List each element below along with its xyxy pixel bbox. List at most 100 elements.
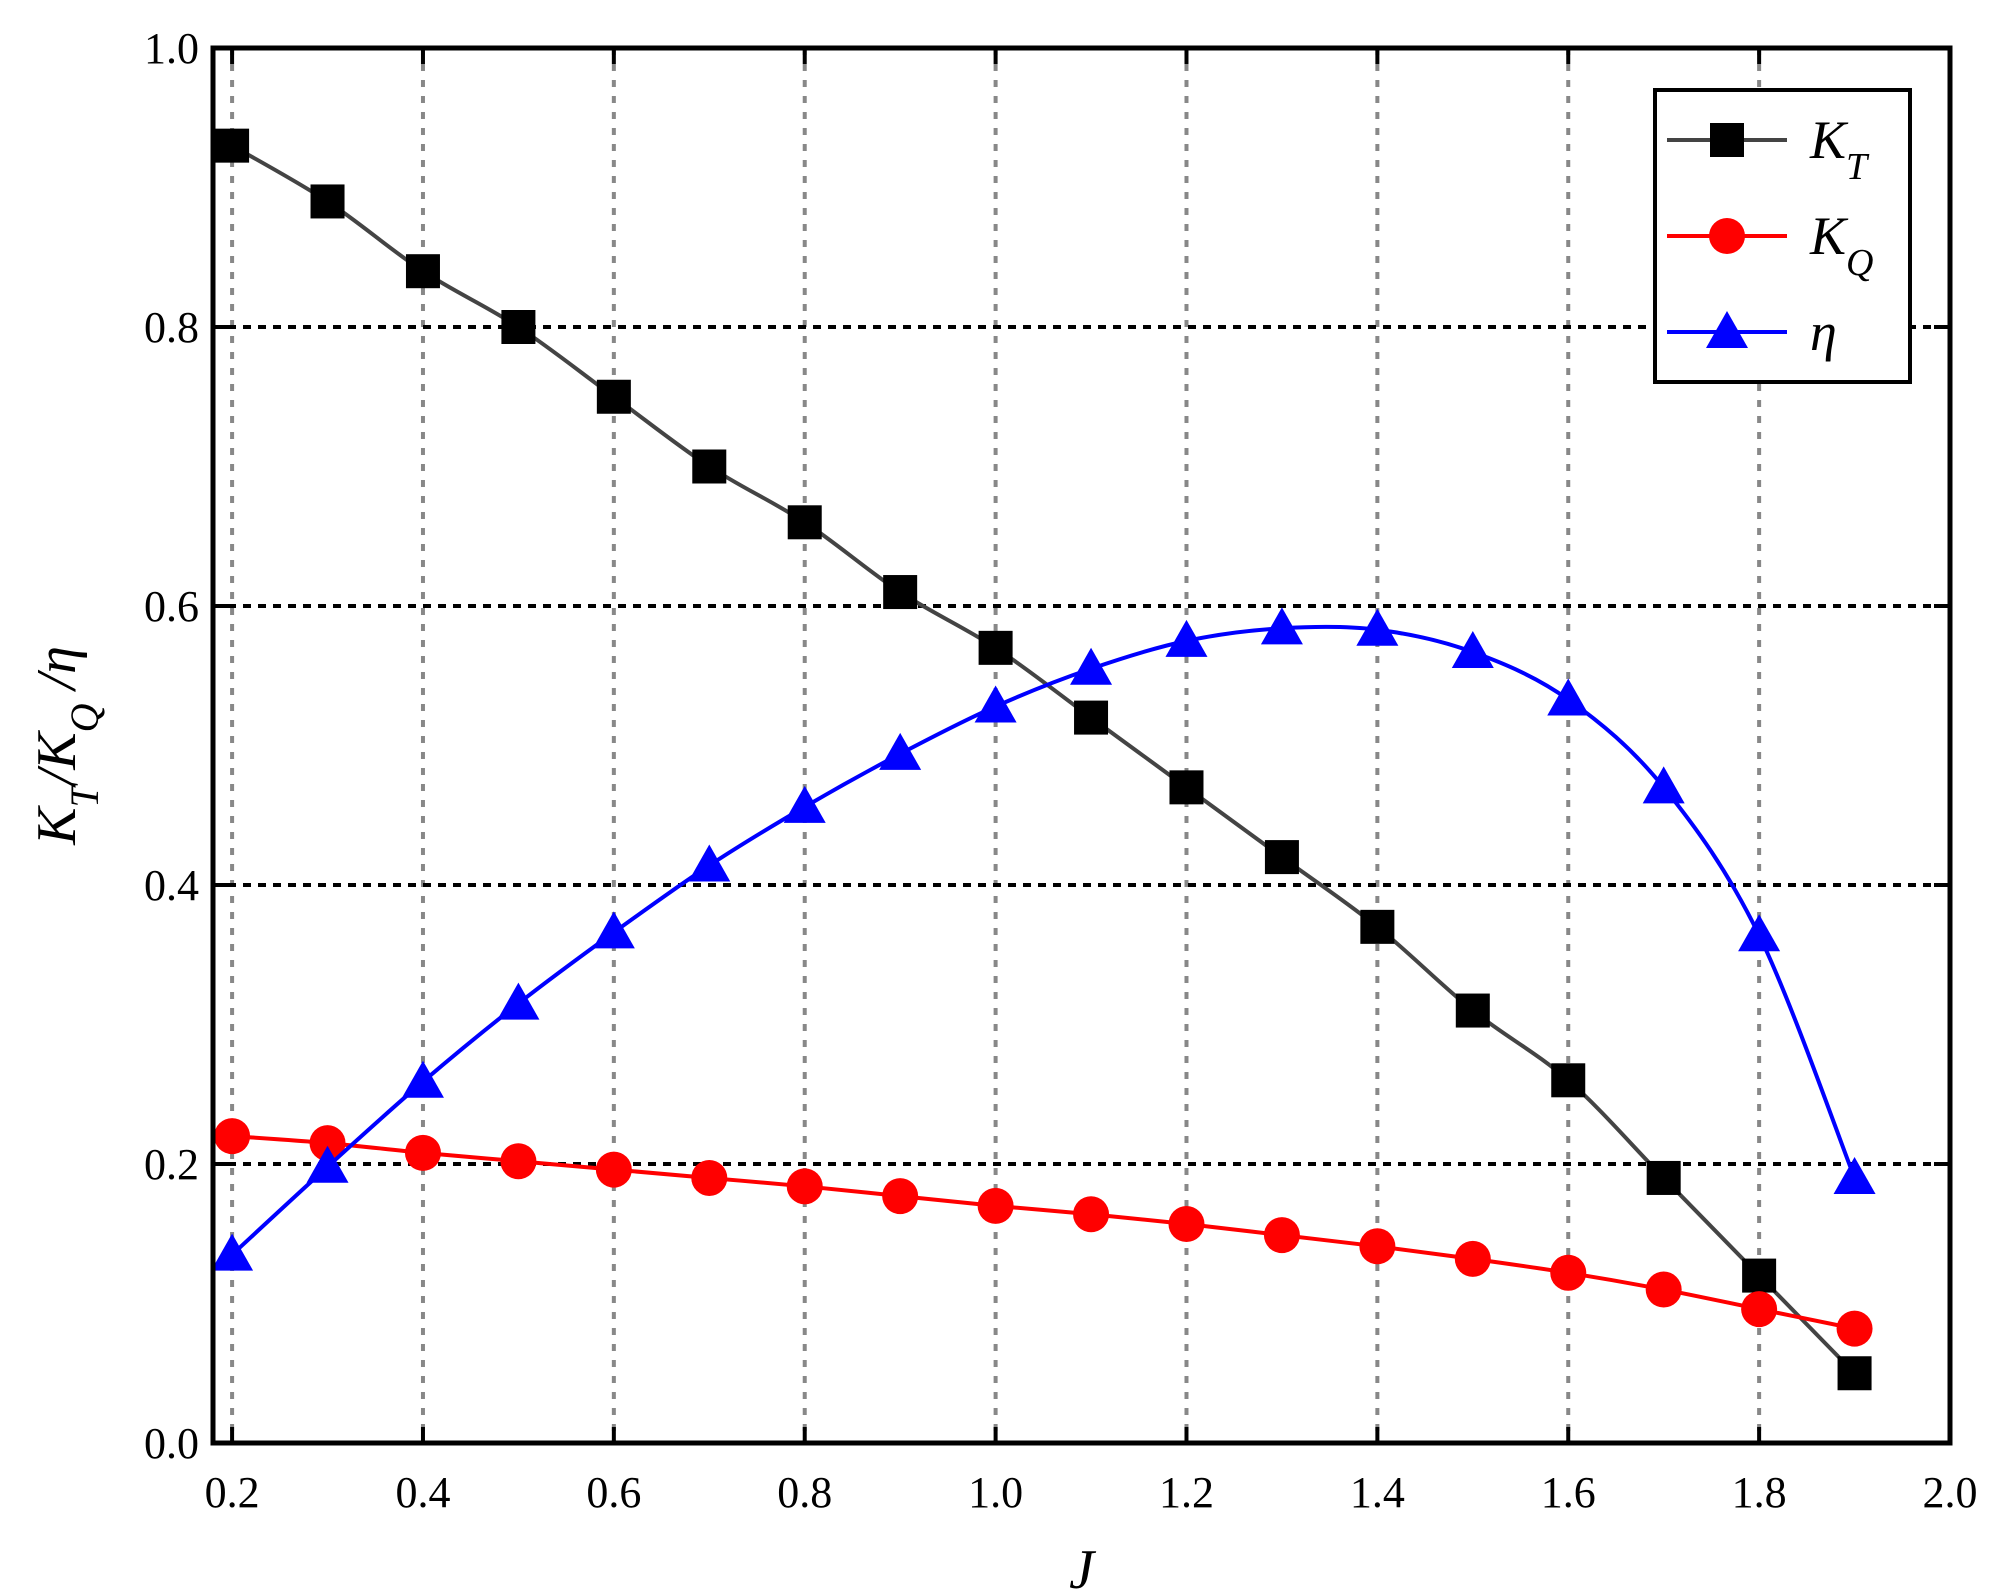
- data-point-triangle: [974, 685, 1017, 723]
- legend-label-main: K: [1809, 110, 1849, 170]
- data-point-circle: [214, 1118, 251, 1155]
- data-point-circle: [500, 1143, 537, 1180]
- data-point-square: [787, 505, 822, 540]
- x-tick-label: 0.2: [205, 1468, 260, 1517]
- data-point-circle: [786, 1168, 823, 1205]
- data-point-square: [1455, 993, 1490, 1028]
- y-tick-label: 1.0: [144, 24, 199, 73]
- data-point-square: [501, 310, 536, 344]
- data-point-square: [692, 449, 727, 484]
- legend-label: KQ: [1809, 206, 1873, 284]
- x-tick-label: 1.4: [1350, 1468, 1405, 1517]
- series-layer: [211, 128, 1876, 1391]
- data-point-triangle: [1547, 678, 1590, 716]
- legend-marker: [1710, 123, 1744, 157]
- data-point-triangle: [1833, 1156, 1876, 1194]
- axis-ticks: 0.2 0.4 0.6 0.8 1.0 1.2 1.4 1.6 1.8 2.00.00.20.40…: [144, 24, 1978, 1517]
- data-point-circle: [404, 1134, 441, 1171]
- y-tick-label: 0.4: [144, 861, 199, 910]
- legend-label: KT: [1809, 110, 1870, 188]
- data-point-square: [1264, 840, 1299, 875]
- y-tick-label: 0.8: [144, 303, 199, 352]
- data-point-circle: [595, 1151, 632, 1188]
- data-point-circle: [1741, 1291, 1778, 1328]
- x-tick-label: 0.4: [395, 1468, 450, 1517]
- y-tick-label: 0.2: [144, 1140, 199, 1189]
- data-point-circle: [1263, 1217, 1300, 1254]
- data-point-triangle: [783, 785, 826, 823]
- data-point-square: [405, 254, 440, 289]
- data-point-circle: [1836, 1310, 1873, 1347]
- x-tick-label: 0.6: [586, 1468, 641, 1517]
- series-line: [230, 624, 1857, 1257]
- data-point-circle: [1454, 1240, 1491, 1277]
- data-point-triangle: [592, 911, 635, 949]
- data-point-triangle: [1642, 766, 1685, 804]
- data-point-square: [1837, 1356, 1872, 1391]
- data-point-square: [1169, 770, 1204, 805]
- legend-item: KQ: [1667, 206, 1873, 284]
- legend-label: η: [1810, 302, 1837, 362]
- data-point-square: [1742, 1258, 1777, 1293]
- series-square: [215, 128, 1872, 1391]
- data-point-triangle: [401, 1060, 444, 1098]
- x-axis-title: J: [1069, 1539, 1097, 1595]
- data-point-circle: [1645, 1271, 1682, 1308]
- legend-label-sub: Q: [1846, 242, 1873, 284]
- x-tick-label: 2.0: [1923, 1468, 1978, 1517]
- data-point-square: [1360, 909, 1395, 944]
- data-point-triangle: [1451, 631, 1494, 669]
- data-point-circle: [691, 1159, 728, 1196]
- series-triangle: [211, 607, 1876, 1271]
- data-point-triangle: [879, 732, 922, 770]
- data-point-square: [883, 575, 918, 610]
- legend-label-main: K: [1809, 206, 1849, 266]
- y-axis-title: KT/KQ /η: [26, 646, 107, 846]
- y-axis-title-part: K: [26, 805, 88, 846]
- data-point-triangle: [1165, 619, 1208, 657]
- legend-marker: [1709, 218, 1745, 254]
- data-point-triangle: [497, 982, 540, 1020]
- data-point-triangle: [1356, 608, 1399, 646]
- data-point-circle: [1073, 1196, 1110, 1233]
- legend-label-main: η: [1810, 302, 1837, 362]
- x-tick-label: 0.8: [777, 1468, 832, 1517]
- series-line: [231, 143, 1856, 1375]
- y-axis-title-part: Q: [62, 703, 107, 732]
- data-point-circle: [882, 1178, 919, 1215]
- legend-item: KT: [1667, 110, 1870, 188]
- data-point-circle: [1550, 1254, 1587, 1291]
- data-point-triangle: [306, 1145, 349, 1183]
- data-point-square: [1074, 700, 1109, 735]
- plot-frame: [210, 45, 1953, 1446]
- data-point-square: [1551, 1063, 1586, 1098]
- data-point-square: [215, 128, 250, 163]
- series-circle: [214, 1118, 1873, 1347]
- legend-label-sub: T: [1846, 146, 1870, 188]
- y-tick-label: 0.0: [144, 1419, 199, 1468]
- data-point-square: [1646, 1160, 1681, 1195]
- data-point-circle: [309, 1125, 346, 1162]
- data-point-square: [310, 184, 345, 219]
- data-point-triangle: [1260, 607, 1303, 645]
- data-point-circle: [1359, 1228, 1396, 1265]
- x-tick-label: 1.6: [1541, 1468, 1596, 1517]
- legend-item: η: [1667, 302, 1837, 362]
- data-point-circle: [1168, 1205, 1205, 1242]
- y-axis-title-part: /η: [26, 646, 88, 703]
- data-point-triangle: [688, 844, 731, 882]
- data-point-circle: [977, 1187, 1014, 1224]
- legend-marker: [1706, 311, 1748, 348]
- data-point-square: [978, 630, 1013, 665]
- x-tick-label: 1.2: [1159, 1468, 1214, 1517]
- data-point-triangle: [211, 1233, 254, 1271]
- data-point-triangle: [1070, 647, 1113, 685]
- y-tick-label: 0.6: [144, 582, 199, 631]
- data-point-triangle: [1738, 914, 1781, 952]
- x-tick-label: 1.0: [968, 1468, 1023, 1517]
- y-axis-title-part: T: [62, 783, 107, 808]
- data-point-square: [596, 379, 631, 414]
- x-tick-label: 1.8: [1732, 1468, 1787, 1517]
